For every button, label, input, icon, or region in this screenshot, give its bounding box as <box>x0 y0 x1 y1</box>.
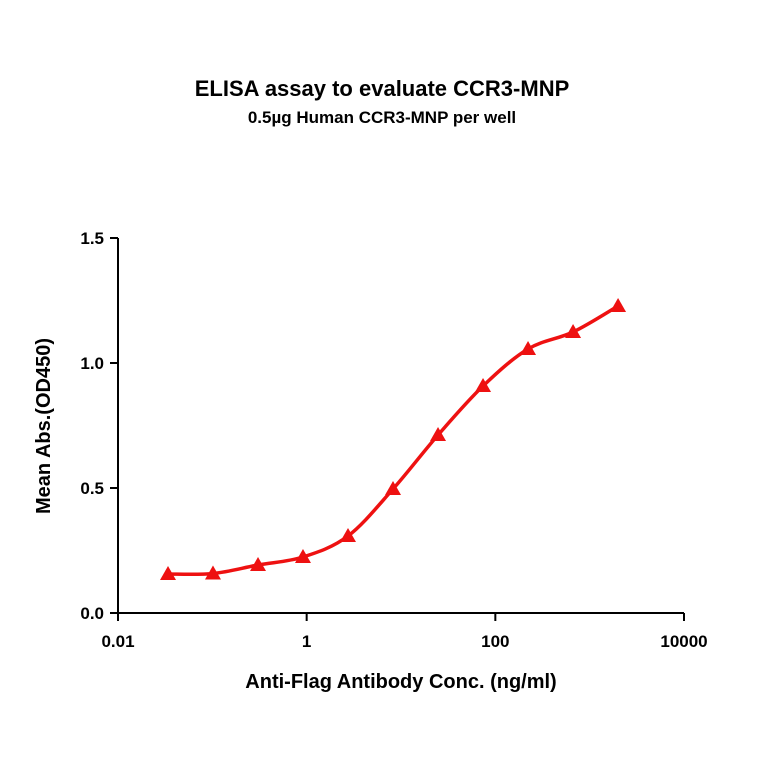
x-tick-label: 0.01 <box>101 632 134 651</box>
data-point-triangle <box>250 557 267 571</box>
data-point-triangle <box>520 341 537 355</box>
y-axis-label: Mean Abs.(OD450) <box>33 338 55 514</box>
y-tick-label: 0.5 <box>80 479 104 498</box>
axes: 0.01 1 100 10000 0.0 0.5 1.0 1.5 <box>80 229 707 651</box>
data-point-triangle <box>430 427 447 441</box>
x-axis-label: Anti-Flag Antibody Conc. (ng/ml) <box>245 671 556 693</box>
x-tick-label: 10000 <box>660 632 707 651</box>
y-tick-label: 1.0 <box>80 354 104 373</box>
y-tick-label: 1.5 <box>80 229 104 248</box>
data-point-triangle <box>475 378 492 392</box>
data-point-triangle <box>385 481 402 495</box>
chart-subtitle: 0.5µg Human CCR3-MNP per well <box>247 108 517 127</box>
x-tick-label: 100 <box>481 632 509 651</box>
data-points <box>160 298 627 580</box>
y-tick-label: 0.0 <box>80 604 104 623</box>
data-point-triangle <box>340 528 357 542</box>
data-point-triangle <box>160 566 177 580</box>
fit-curve <box>167 304 619 577</box>
chart-title: ELISA assay to evaluate CCR3-MNP <box>194 76 570 101</box>
data-point-triangle <box>204 565 221 580</box>
data-point-triangle <box>565 324 582 338</box>
data-point-triangle <box>610 298 627 312</box>
data-point-triangle <box>294 549 311 563</box>
x-tick-label: 1 <box>302 632 311 651</box>
